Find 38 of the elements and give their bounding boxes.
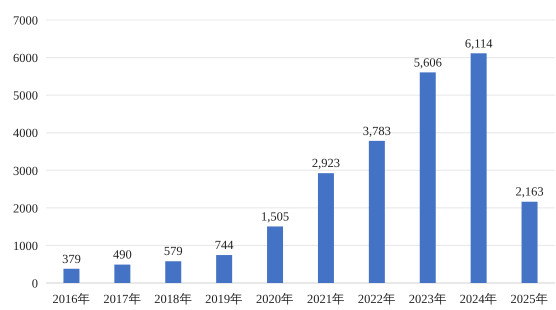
x-tick-label: 2016年 <box>52 292 90 306</box>
y-tick-label: 5000 <box>13 88 38 103</box>
bar <box>165 261 182 283</box>
y-tick-label: 3000 <box>13 164 38 178</box>
data-label: 1,505 <box>260 209 290 224</box>
y-tick-label: 1000 <box>13 238 38 253</box>
x-tick-label: 2023年 <box>408 292 447 306</box>
data-label: 490 <box>112 248 132 262</box>
y-tick-label: 0 <box>32 276 38 290</box>
bar <box>522 202 538 283</box>
data-label: 579 <box>164 244 183 258</box>
x-tick-label: 2018年 <box>154 292 192 306</box>
bar <box>216 255 232 283</box>
x-tick-label: 2022年 <box>358 292 396 306</box>
bar <box>318 173 334 283</box>
y-tick-label: 7000 <box>13 14 38 28</box>
data-label: 744 <box>214 238 234 252</box>
x-tick-label: 2025年 <box>510 292 549 306</box>
bar <box>63 268 80 283</box>
x-tick-label: 2017年 <box>103 292 142 306</box>
y-tick-label: 6000 <box>13 51 38 66</box>
x-tick-label: 2021年 <box>306 292 345 306</box>
data-label: 6,114 <box>464 36 494 50</box>
data-label: 379 <box>62 252 81 266</box>
data-label: 2,923 <box>312 156 340 170</box>
bar <box>470 53 487 283</box>
data-label: 2,163 <box>515 184 544 199</box>
bar <box>267 226 284 283</box>
y-tick-label: 2000 <box>13 201 38 216</box>
data-label: 3,783 <box>362 124 391 138</box>
x-tick-label: 2020年 <box>256 292 294 306</box>
x-tick-label: 2024年 <box>460 292 498 306</box>
bar <box>368 140 385 283</box>
bar <box>114 264 130 283</box>
y-tick-label: 4000 <box>13 126 38 140</box>
data-label: 5,606 <box>414 55 442 70</box>
x-tick-label: 2019年 <box>205 292 244 306</box>
bar <box>420 72 436 283</box>
